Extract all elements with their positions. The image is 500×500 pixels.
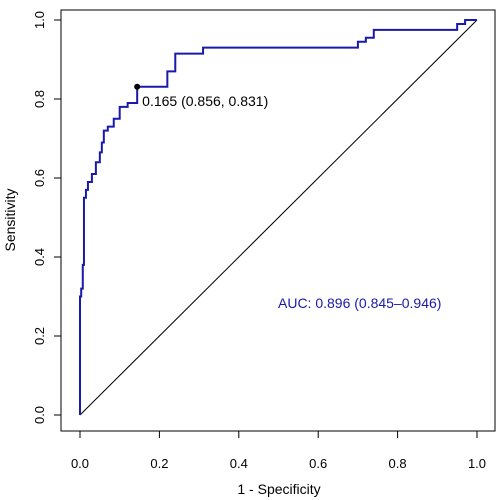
x-tick-label: 0.2 xyxy=(150,456,168,471)
roc-curve-line xyxy=(79,19,477,415)
x-axis-title: 1 - Specificity xyxy=(237,481,320,497)
x-axis: 0.0 0.2 0.4 0.6 0.8 1.0 xyxy=(71,431,486,471)
y-tick-label: 0.6 xyxy=(32,169,47,187)
plot-frame xyxy=(60,9,496,432)
x-tick-label: 0.4 xyxy=(230,456,248,471)
reference-diagonal-line xyxy=(79,19,478,416)
plot-layer xyxy=(79,19,478,416)
x-tick-label: 0.0 xyxy=(71,456,89,471)
x-tick-label: 0.6 xyxy=(309,456,327,471)
y-axis: 0.0 0.2 0.4 0.6 0.8 1.0 xyxy=(32,11,61,424)
y-tick-label: 0.2 xyxy=(32,327,47,345)
y-axis-title: Sensitivity xyxy=(2,188,18,251)
threshold-label: 0.165 (0.856, 0.831) xyxy=(142,93,268,109)
auc-label: AUC: 0.896 (0.845–0.946) xyxy=(278,295,441,311)
y-tick-label: 1.0 xyxy=(32,11,47,29)
y-tick-label: 0.8 xyxy=(32,90,47,108)
x-tick-label: 1.0 xyxy=(468,456,486,471)
threshold-point xyxy=(134,83,141,90)
y-tick-label: 0.4 xyxy=(32,248,47,266)
y-tick-label: 0.0 xyxy=(32,406,47,424)
x-tick-label: 0.8 xyxy=(389,456,407,471)
